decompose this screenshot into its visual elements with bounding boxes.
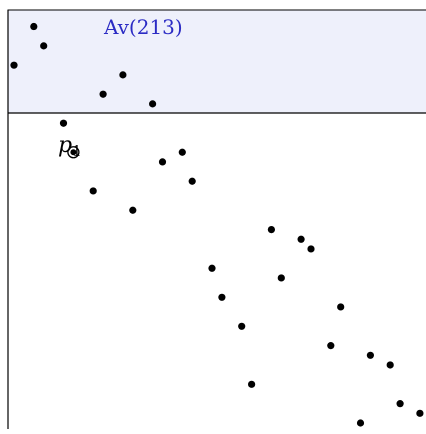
data-point bbox=[386, 361, 394, 369]
data-point bbox=[99, 90, 107, 98]
data-point bbox=[30, 22, 38, 31]
av213-region bbox=[7, 9, 426, 114]
data-point bbox=[248, 380, 256, 388]
data-point bbox=[238, 322, 246, 330]
data-point bbox=[396, 400, 404, 408]
data-point bbox=[129, 206, 137, 214]
marked-point bbox=[70, 149, 77, 156]
data-point bbox=[89, 187, 97, 195]
data-point bbox=[188, 177, 196, 185]
data-point bbox=[267, 226, 275, 234]
data-point bbox=[277, 274, 285, 282]
data-point bbox=[337, 303, 345, 311]
data-point bbox=[59, 119, 68, 127]
marked-point-name: p bbox=[58, 133, 72, 158]
data-point bbox=[366, 351, 374, 359]
data-point bbox=[416, 409, 424, 417]
data-point bbox=[10, 61, 18, 69]
data-point bbox=[40, 42, 48, 50]
data-point bbox=[218, 293, 226, 301]
data-point bbox=[327, 342, 335, 350]
data-point bbox=[178, 148, 186, 156]
data-point bbox=[158, 158, 167, 166]
data-point bbox=[149, 100, 157, 108]
data-point bbox=[297, 235, 305, 243]
marked-point-subscript: 1 bbox=[72, 142, 82, 160]
point-set bbox=[10, 22, 424, 427]
data-point bbox=[119, 71, 127, 79]
data-point bbox=[208, 264, 216, 272]
data-point bbox=[356, 419, 365, 427]
region-label: Av(213) bbox=[103, 15, 183, 39]
data-point bbox=[307, 245, 315, 253]
marked-point-label: p1 bbox=[58, 133, 82, 160]
